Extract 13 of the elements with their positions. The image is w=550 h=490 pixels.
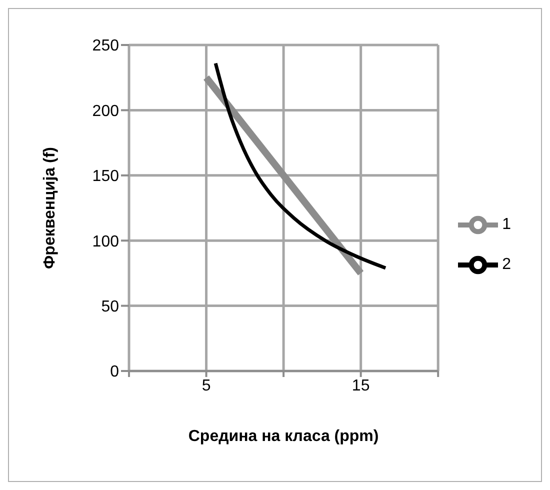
x-tick-label: 15 (352, 377, 370, 394)
line-series (214, 62, 388, 270)
y-tick-label: 0 (110, 364, 120, 381)
legend-label: 1 (502, 216, 511, 233)
x-tick-label: 5 (202, 377, 211, 394)
x-axis-title: Средина на класа (ppm) (188, 428, 379, 445)
y-tick-label: 200 (92, 102, 120, 120)
y-tick-label: 50 (101, 298, 120, 316)
legend-label: 2 (502, 256, 511, 274)
y-tick-label: 100 (92, 233, 120, 250)
y-axis-title: Фреквенција (f) (42, 147, 59, 269)
y-tick-label: 150 (92, 168, 120, 186)
y-tick-label: 250 (92, 38, 120, 55)
